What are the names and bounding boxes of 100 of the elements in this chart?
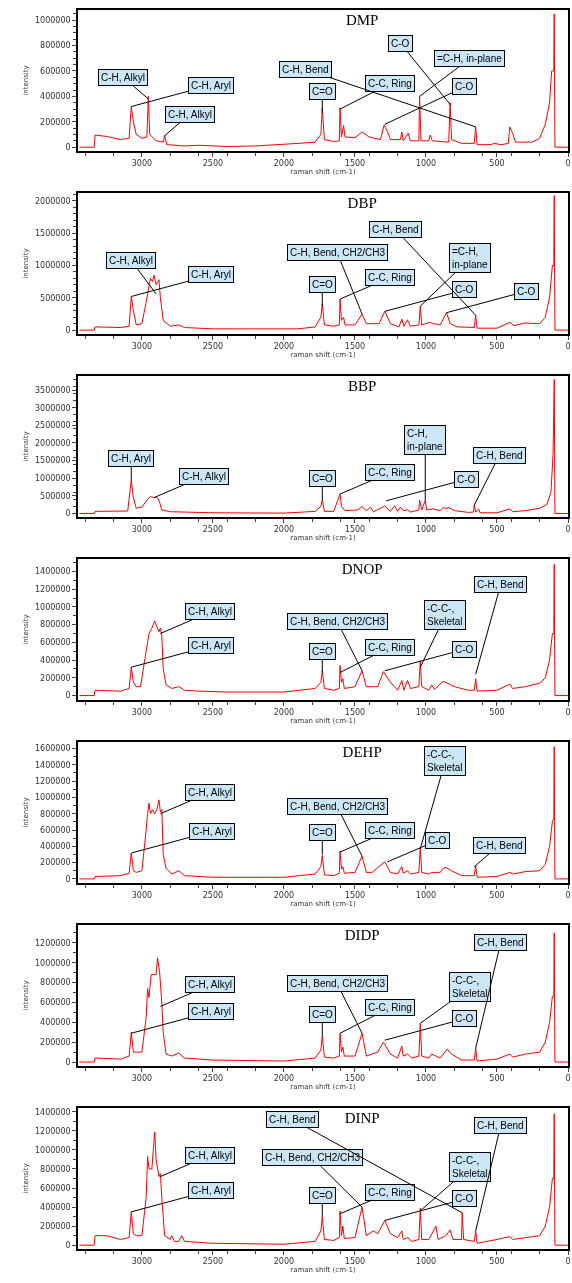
annotation: C-H, Bend, CH2/CH3: [290, 801, 386, 812]
annotation: C=O: [312, 86, 334, 97]
annotation: C=O: [312, 1009, 334, 1020]
x-tick-label: 0: [565, 1257, 571, 1267]
y-tick-label: 200000: [40, 1037, 71, 1047]
y-tick-label: 1000000: [35, 261, 71, 271]
annotation: C-C, Ring: [368, 467, 412, 478]
y-tick-label: 400000: [40, 655, 71, 665]
annotation: -C-C-, Skeletal: [452, 1155, 488, 1179]
annotation: -C-C-, Skeletal: [427, 603, 463, 627]
annotation: C=O: [312, 646, 334, 657]
annotation: C-H, Aryl: [191, 640, 231, 651]
x-tick-label: 2000: [273, 891, 295, 901]
x-tick-label: 2500: [202, 1074, 224, 1084]
y-tick-label: 1500000: [35, 456, 71, 466]
y-tick-label: 800000: [40, 41, 71, 51]
x-tick-label: 2000: [273, 708, 295, 718]
x-tick-label: 1000: [415, 1074, 437, 1084]
annotation: =C-H, in-plane: [452, 246, 489, 270]
y-tick-label: 1500000: [35, 228, 71, 238]
y-tick-label: 1200000: [35, 584, 71, 594]
annotation: C-O: [455, 644, 474, 655]
x-tick-label: 2500: [202, 708, 224, 718]
annotation: C-H, Aryl: [111, 453, 151, 464]
y-tick-label: 0: [65, 1057, 71, 1067]
annotation: C-H, Bend: [282, 64, 329, 75]
x-tick-label: 2500: [202, 891, 224, 901]
annotation: C-H, Alkyl: [168, 109, 212, 120]
annotation: C-H, Aryl: [191, 269, 231, 280]
y-tick-label: 200000: [40, 1221, 71, 1231]
annotation: -C-C-, Skeletal: [427, 749, 463, 773]
x-tick-label: 3000: [131, 1257, 153, 1267]
x-tick-label: 0: [565, 159, 571, 169]
chart-title: DMP: [345, 11, 379, 28]
x-tick-label: 1500: [344, 891, 366, 901]
y-tick-label: 0: [65, 142, 71, 152]
y-tick-label: 3000000: [35, 403, 71, 413]
annotation: C-H, in-plane: [407, 428, 444, 452]
annotation: C-O: [457, 474, 476, 485]
y-tick-label: 500000: [40, 491, 71, 501]
x-tick-label: 3000: [131, 891, 153, 901]
y-tick-label: 2000000: [35, 438, 71, 448]
x-tick-label: 1500: [344, 342, 366, 352]
y-tick-label: 1600000: [35, 744, 71, 754]
annotation: C-C, Ring: [368, 825, 412, 836]
annotation: C-H, Alkyl: [101, 72, 145, 83]
x-tick-label: 3000: [131, 708, 153, 718]
x-tick-label: 2500: [202, 1257, 224, 1267]
x-tick-label: 2000: [273, 525, 295, 535]
y-tick-label: 800000: [40, 620, 71, 630]
x-tick-label: 1500: [344, 1074, 366, 1084]
annotation: C-C, Ring: [368, 1002, 412, 1013]
y-tick-label: 400000: [40, 1202, 71, 1212]
annotation: C-H, Aryl: [191, 1006, 231, 1017]
annotation: C-O: [455, 284, 474, 295]
annotation: C-H, Aryl: [191, 1185, 231, 1196]
y-tick-label: 600000: [40, 1183, 71, 1193]
annotation: C-C, Ring: [368, 1187, 412, 1198]
annotation: C=O: [312, 1190, 334, 1201]
annotation: C-O: [391, 38, 410, 49]
x-tick-label: 2500: [202, 159, 224, 169]
y-tick-label: 400000: [40, 92, 71, 102]
chart-title: DEHP: [342, 743, 382, 760]
y-tick-label: 0: [65, 509, 71, 519]
annotation: C-C, Ring: [368, 78, 412, 89]
chart-title: DNOP: [341, 560, 383, 577]
y-tick-label: 200000: [40, 673, 71, 683]
x-tick-label: 1500: [344, 708, 366, 718]
annotation: C-O: [455, 1013, 474, 1024]
chart-title: DINP: [344, 1109, 380, 1126]
annotation: C=O: [312, 473, 334, 484]
x-tick-label: 1000: [415, 342, 437, 352]
y-tick-label: 1000000: [35, 793, 71, 803]
x-tick-label: 500: [489, 159, 505, 169]
x-tick-label: 1500: [344, 159, 366, 169]
line-series: [78, 195, 568, 331]
annotation: C-H, Alkyl: [188, 1150, 232, 1161]
y-tick-label: 1400000: [35, 1107, 71, 1117]
y-tick-label: 200000: [40, 117, 71, 127]
y-tick-label: 400000: [40, 842, 71, 852]
x-tick-label: 1500: [344, 525, 366, 535]
line-series: [78, 563, 568, 697]
annotation: C-C, Ring: [368, 642, 412, 653]
annotation: C=O: [312, 279, 334, 290]
annotation: C=O: [312, 827, 334, 838]
x-tick-label: 0: [565, 708, 571, 718]
y-tick-label: 1400000: [35, 760, 71, 770]
x-tick-label: 500: [489, 525, 505, 535]
annotation: C-H, Bend, CH2/CH3: [290, 247, 386, 258]
y-tick-label: 600000: [40, 998, 71, 1008]
annotation: C-H, Bend, CH2/CH3: [290, 978, 386, 989]
y-tick-label: 1000000: [35, 474, 71, 484]
annotation: C-O: [455, 1193, 474, 1204]
y-tick-label: 1400000: [35, 567, 71, 577]
annotation: C-O: [455, 81, 474, 92]
y-tick-label: 1200000: [35, 1126, 71, 1136]
y-tick-label: 600000: [40, 638, 71, 648]
y-tick-label: 400000: [40, 1018, 71, 1028]
annotation: C-H, Alkyl: [188, 979, 232, 990]
line-series: [78, 379, 568, 514]
